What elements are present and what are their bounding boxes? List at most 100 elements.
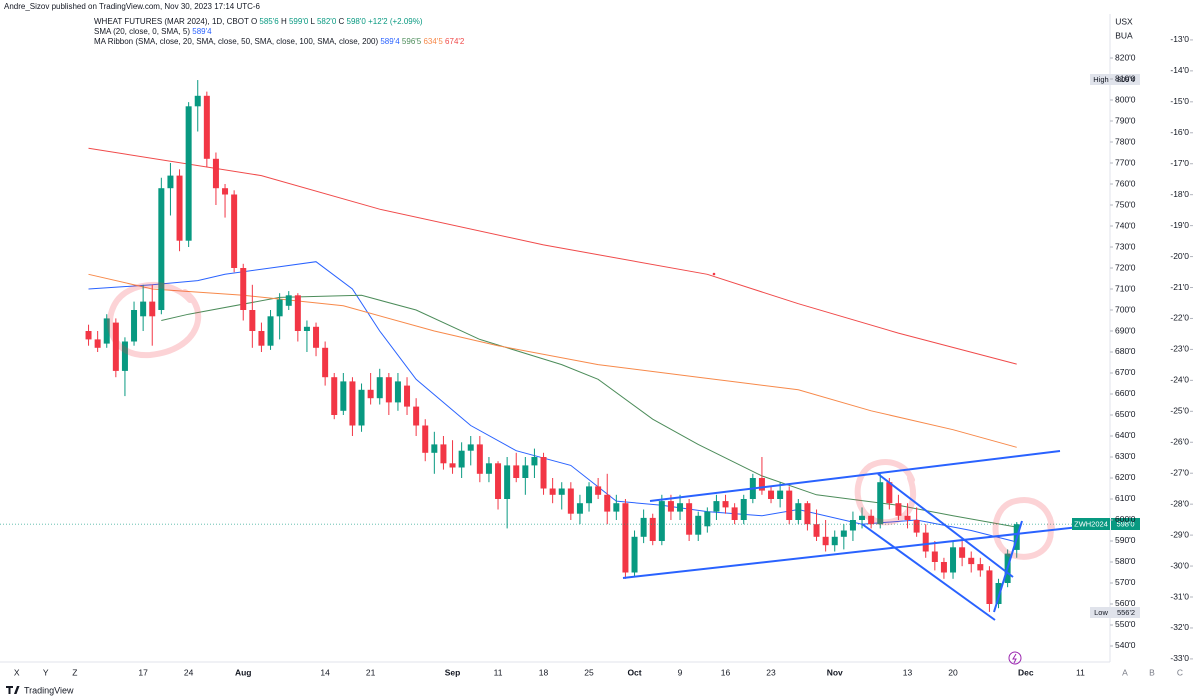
currency-label: USX bbox=[1115, 16, 1133, 26]
y2-tick-label: -31'0 bbox=[1170, 591, 1189, 601]
y2-tick-label: -25'0 bbox=[1170, 406, 1189, 416]
candle-body bbox=[731, 507, 738, 520]
candle-body bbox=[595, 486, 602, 495]
high-tag-value-box bbox=[1112, 74, 1140, 85]
candle-body bbox=[986, 570, 993, 604]
candle-body bbox=[931, 551, 938, 562]
candle-body bbox=[640, 517, 647, 537]
candle-body bbox=[194, 95, 201, 107]
y-tick-label: 790'0 bbox=[1115, 115, 1136, 125]
candle-body bbox=[431, 444, 438, 453]
candle-body bbox=[886, 482, 893, 504]
candle-body bbox=[531, 456, 538, 466]
y-tick-label: 680'0 bbox=[1115, 346, 1136, 356]
legend-sma: SMA (20, close, 0, SMA, 5) 589'4 bbox=[94, 27, 212, 37]
y-tick-label: 610'0 bbox=[1115, 493, 1136, 503]
candle-body bbox=[667, 501, 674, 512]
candle-body bbox=[895, 503, 902, 516]
candle-body bbox=[649, 517, 656, 541]
x-tick-label: Y bbox=[43, 667, 49, 677]
x-tick-label: 9 bbox=[678, 667, 683, 677]
candle-body bbox=[240, 268, 247, 311]
candle-body bbox=[922, 532, 929, 552]
y2-tick-label: -15'0 bbox=[1170, 96, 1189, 106]
candle-body bbox=[768, 490, 775, 499]
y-tick-label: 700'0 bbox=[1115, 304, 1136, 314]
candle-body bbox=[103, 318, 110, 344]
candle-body bbox=[267, 316, 274, 346]
candle-body bbox=[203, 95, 210, 159]
ribbon-value: 589'4 bbox=[380, 37, 400, 46]
candle-body bbox=[613, 503, 620, 512]
x-tick-label: Oct bbox=[627, 667, 641, 677]
sma-title: SMA (20, close, 0, SMA, 5) bbox=[94, 27, 191, 36]
candle-body bbox=[485, 463, 492, 474]
y2-tick-label: -13'0 bbox=[1170, 34, 1189, 44]
candle-body bbox=[413, 406, 420, 426]
x-tick-label: Aug bbox=[235, 667, 252, 677]
y-tick-label: 670'0 bbox=[1115, 367, 1136, 377]
brand-logo bbox=[6, 686, 20, 694]
x-tick-label: Dec bbox=[1018, 667, 1034, 677]
candle-body bbox=[822, 536, 829, 546]
x-tick-label: Nov bbox=[827, 667, 843, 677]
candle-body bbox=[495, 463, 502, 499]
publisher: Andre_Sizov published on TradingView.com… bbox=[4, 2, 261, 11]
candle-body bbox=[404, 385, 411, 407]
candle-body bbox=[868, 515, 875, 525]
ribbon-values: 589'4 596'5 634'5 674'2 bbox=[380, 37, 464, 46]
candle-body bbox=[131, 310, 138, 342]
candle-body bbox=[831, 536, 838, 546]
x-tick-label: 16 bbox=[721, 667, 731, 677]
corner-label: B bbox=[1149, 667, 1155, 677]
ribbon-title: MA Ribbon (SMA, close, 20, SMA, close, 5… bbox=[94, 37, 379, 46]
y-tick-label: 550'0 bbox=[1115, 619, 1136, 629]
y-tick-label: 630'0 bbox=[1115, 451, 1136, 461]
highlight-circle bbox=[854, 459, 917, 526]
ohlc-key: C bbox=[338, 17, 345, 26]
legend-symbol: WHEAT FUTURES (MAR 2024), 1D, CBOT O 585… bbox=[94, 17, 423, 27]
candle-body bbox=[859, 515, 866, 520]
y-tick-label: 580'0 bbox=[1115, 556, 1136, 566]
y-tick-label: 760'0 bbox=[1115, 178, 1136, 188]
candle-body bbox=[795, 503, 802, 520]
candle-body bbox=[513, 465, 520, 478]
y-tick-label: 710'0 bbox=[1115, 283, 1136, 293]
candle-body bbox=[176, 175, 183, 241]
candle-body bbox=[804, 503, 811, 525]
candle-body bbox=[422, 425, 429, 453]
y-tick-label: 730'0 bbox=[1115, 241, 1136, 251]
marker-dot bbox=[712, 272, 716, 276]
candle-body bbox=[313, 326, 320, 348]
candle-body bbox=[540, 456, 547, 489]
high-tag-box bbox=[1090, 74, 1112, 85]
candle-body bbox=[950, 547, 957, 573]
x-tick-label: 17 bbox=[138, 667, 148, 677]
trend-line bbox=[993, 520, 1023, 613]
moving-average bbox=[161, 294, 1017, 528]
last-tag-label: ZWH2024 bbox=[1074, 519, 1108, 528]
candle-body bbox=[840, 530, 847, 537]
candle-body bbox=[704, 511, 711, 527]
candle-body bbox=[940, 561, 947, 573]
y-tick-label: 810'0 bbox=[1115, 73, 1136, 83]
y-tick-label: 820'0 bbox=[1115, 52, 1136, 62]
ribbon-value: 596'5 bbox=[401, 37, 422, 46]
y2-tick-label: -18'0 bbox=[1170, 189, 1189, 199]
corner-label: C bbox=[1177, 667, 1183, 677]
candle-body bbox=[185, 106, 192, 241]
y-tick-label: 740'0 bbox=[1115, 220, 1136, 230]
ohlc: O 585'6 H 599'0 L 582'0 C 598'0 bbox=[251, 17, 368, 26]
y2-tick-label: -22'0 bbox=[1170, 313, 1189, 323]
candle-body bbox=[158, 188, 165, 311]
candle-body bbox=[331, 377, 338, 415]
candle-body bbox=[449, 463, 456, 468]
candle-body bbox=[549, 488, 556, 495]
highlight-circle bbox=[107, 281, 202, 359]
x-tick-label: 11 bbox=[494, 667, 503, 677]
y-tick-label: 780'0 bbox=[1115, 136, 1136, 146]
candle-body bbox=[303, 326, 310, 331]
candle-body bbox=[121, 341, 128, 371]
event-icon bbox=[1008, 651, 1022, 665]
